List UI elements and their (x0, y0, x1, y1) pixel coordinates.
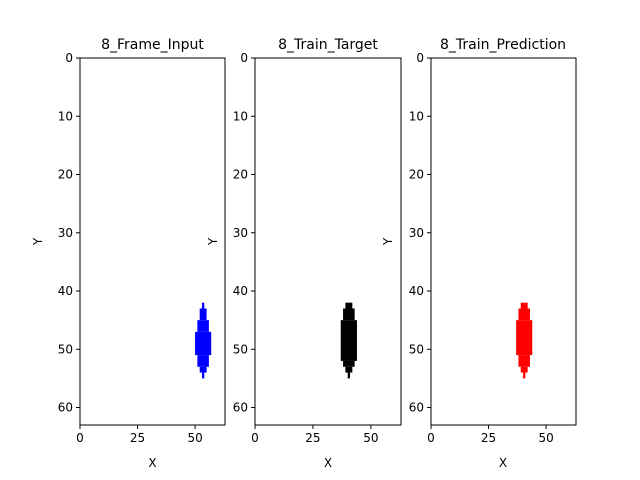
y-tick-label: 20 (233, 168, 248, 182)
pixel-block (199, 308, 207, 321)
y-tick-label: 10 (233, 109, 248, 123)
y-tick-label: 50 (233, 342, 248, 356)
marks (195, 302, 212, 379)
pixel-block (199, 366, 207, 373)
axes-frame (254, 57, 402, 426)
x-tick-label: 25 (130, 431, 145, 445)
x-axis-label: X (499, 456, 507, 470)
x-tick-label: 50 (363, 431, 378, 445)
subplot-title: 8_Train_Prediction (440, 37, 566, 53)
axes-frame (79, 57, 226, 426)
y-tick-label: 10 (409, 109, 424, 123)
y-axis-label: Y (381, 237, 395, 246)
pixel-block (516, 320, 533, 356)
x-axis-label: X (148, 456, 156, 470)
pixel-block (518, 308, 530, 321)
y-tick-label: 40 (58, 284, 73, 298)
marks (340, 302, 357, 379)
y-tick-label: 60 (58, 401, 73, 415)
pixel-block (347, 372, 351, 379)
y-tick-label: 50 (58, 342, 73, 356)
pixel-block (345, 302, 353, 309)
ticks: 0 25 50 0 10 20 30 40 50 60 (58, 51, 203, 445)
x-axis-label: X (324, 456, 332, 470)
x-tick-label: 50 (538, 431, 553, 445)
pixel-block (201, 372, 205, 379)
marks (516, 302, 533, 379)
y-tick-label: 0 (240, 51, 248, 65)
x-tick-label: 25 (305, 431, 320, 445)
subplot-train-target: 8_Train_Target 0 25 50 0 10 20 30 40 50 60 X Y (206, 37, 402, 470)
y-tick-label: 40 (233, 284, 248, 298)
x-tick-label: 50 (187, 431, 202, 445)
x-tick-label: 0 (251, 431, 259, 445)
pixel-block (197, 320, 209, 332)
pixel-block (197, 355, 209, 367)
y-axis-label: Y (31, 237, 45, 246)
y-tick-label: 0 (65, 51, 73, 65)
y-tick-label: 30 (58, 226, 73, 240)
y-tick-label: 40 (409, 284, 424, 298)
pixel-block (520, 366, 528, 373)
pixel-block (201, 302, 205, 309)
y-tick-label: 0 (416, 51, 424, 65)
subplot-frame-input: 8_Frame_Input 0 25 50 0 10 20 30 40 50 60 X Y (31, 37, 226, 470)
pixel-block (343, 360, 355, 367)
pixel-block (195, 331, 212, 356)
subplot-title: 8_Frame_Input (101, 37, 204, 53)
y-tick-label: 10 (58, 109, 73, 123)
y-tick-label: 30 (409, 226, 424, 240)
y-tick-label: 20 (58, 168, 73, 182)
y-tick-label: 30 (233, 226, 248, 240)
y-tick-label: 60 (233, 401, 248, 415)
x-tick-label: 0 (427, 431, 435, 445)
ticks: 0 25 50 0 10 20 30 40 50 60 (233, 51, 379, 445)
y-tick-label: 20 (409, 168, 424, 182)
y-tick-label: 60 (409, 401, 424, 415)
subplot-title: 8_Train_Target (278, 37, 378, 53)
pixel-block (345, 366, 353, 373)
pixel-block (518, 355, 530, 367)
pixel-block (340, 320, 357, 361)
y-tick-label: 50 (409, 342, 424, 356)
pixel-block (523, 372, 526, 379)
ticks: 0 25 50 0 10 20 30 40 50 60 (409, 51, 554, 445)
axes-frame (430, 57, 577, 426)
x-tick-label: 0 (76, 431, 84, 445)
x-tick-label: 25 (481, 431, 496, 445)
pixel-block (343, 308, 355, 321)
pixel-block (520, 302, 528, 309)
y-axis-label: Y (206, 237, 220, 246)
